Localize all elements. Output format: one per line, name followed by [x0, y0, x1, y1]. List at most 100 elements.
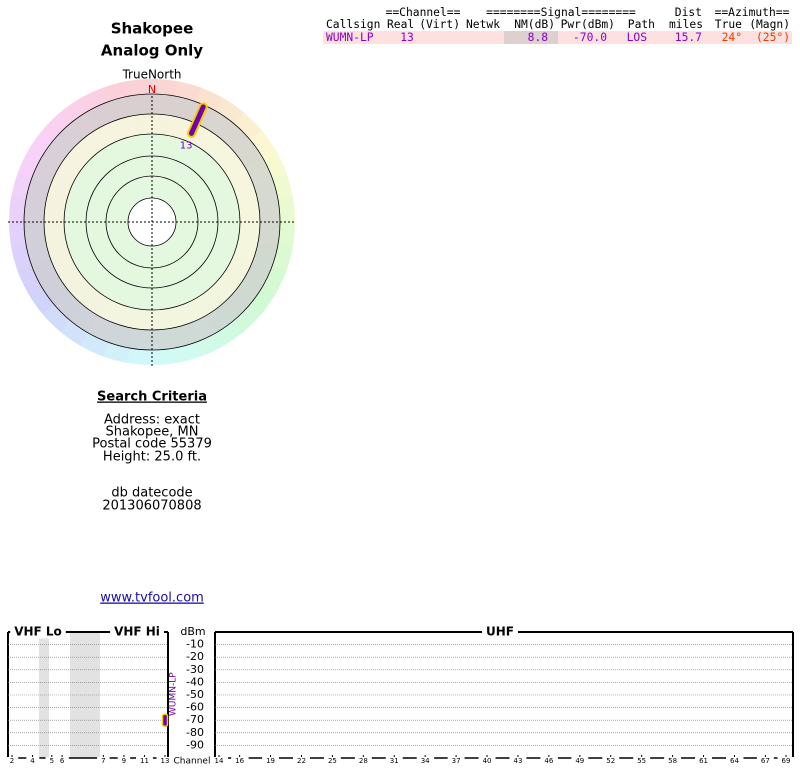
cell-channel: 13	[400, 31, 414, 44]
search-line: Height: 25.0 ft.	[103, 450, 201, 465]
x-tick-label: 61	[699, 757, 708, 765]
x-tick-label: 4	[30, 757, 35, 765]
column-header: Netwk	[466, 18, 500, 31]
x-tick-label: 16	[235, 757, 244, 765]
label-bg	[540, 757, 558, 765]
label-bg	[571, 757, 589, 765]
x-tick-label: 52	[606, 757, 615, 765]
label-bg	[45, 757, 59, 765]
datecode-label: db datecode	[111, 486, 192, 501]
label-bg	[725, 757, 744, 765]
cell-nm: 8.8	[528, 31, 549, 44]
label-bg	[323, 757, 341, 765]
label-bg	[97, 757, 110, 765]
column-header: (Magn)	[749, 18, 790, 31]
column-header: Path	[628, 18, 655, 31]
search-line: Postal code 55379	[92, 437, 212, 452]
search-title: Search Criteria	[97, 390, 207, 405]
x-tick-label: 58	[668, 757, 677, 765]
page-subtitle: Analog Only	[101, 42, 203, 60]
x-tick-label: 69	[782, 757, 791, 765]
x-tick-label: 49	[575, 757, 584, 765]
x-tick-label: 28	[359, 757, 368, 765]
y-tick-label: -60	[186, 701, 204, 714]
label-bg	[664, 757, 682, 765]
station-bar	[188, 104, 206, 136]
label-bg	[354, 757, 372, 765]
x-tick-label: 5	[50, 757, 54, 765]
column-header: miles	[669, 18, 703, 31]
x-tick-label: 55	[637, 757, 646, 765]
label-bg	[110, 624, 164, 639]
y-tick-label: -70	[186, 713, 204, 726]
y-tick-label: -90	[186, 738, 204, 751]
label-bg	[262, 757, 280, 765]
column-header: Pwr(dBm)	[561, 18, 615, 31]
label-bg	[26, 757, 40, 765]
column-header: True	[715, 18, 742, 31]
column-header: NM(dB)	[514, 18, 555, 31]
site-link[interactable]: www.tvfool.com	[100, 591, 204, 606]
cell-power: -70.0	[573, 31, 607, 44]
label-bg	[478, 757, 496, 765]
x-tick-label: 22	[297, 757, 306, 765]
label-bg	[135, 757, 153, 765]
polar-title: TrueNorth	[121, 68, 181, 82]
x-tick-label: 31	[390, 757, 399, 765]
label-bg	[695, 757, 712, 765]
group-header: ==Channel==	[386, 6, 461, 19]
label-bg	[117, 757, 131, 765]
group-header: ========Signal========	[486, 6, 636, 19]
cell-distance: 15.7	[675, 31, 702, 44]
search-line: Address: exact	[104, 413, 200, 428]
x-tick-label: 13	[161, 757, 170, 765]
label-bg	[293, 757, 310, 765]
x-tick-label: 9	[122, 757, 126, 765]
label-bg	[482, 624, 518, 639]
y-tick-label: -80	[186, 726, 204, 739]
y-tick-label: -40	[186, 675, 204, 688]
signal-bar	[161, 713, 169, 727]
label-bg	[10, 624, 66, 639]
x-tick-label: 7	[101, 757, 105, 765]
label-bg	[447, 757, 465, 765]
label-bg	[602, 757, 620, 765]
x-tick-label: 43	[514, 757, 523, 765]
label-bg	[5, 757, 19, 765]
x-tick-label: 64	[730, 757, 739, 765]
y-axis-label: dBm	[180, 625, 205, 638]
y-tick-label: -50	[186, 688, 204, 701]
x-tick-label: 19	[266, 757, 275, 765]
x-tick-label: 6	[60, 757, 65, 765]
x-tick-label: 25	[328, 757, 337, 765]
cell-magnetic-azimuth: (25°)	[756, 31, 790, 44]
label-bg	[777, 757, 795, 765]
y-tick-label: -30	[186, 663, 204, 676]
cell-true-azimuth: 24°	[722, 31, 742, 44]
search-line: Shakopee, MN	[106, 425, 199, 440]
y-tick-label: -10	[186, 638, 204, 651]
datecode: 201306070808	[102, 499, 201, 514]
x-tick-label: 46	[544, 757, 553, 765]
column-header: Callsign	[326, 18, 380, 31]
label-bg	[55, 757, 69, 765]
x-tick-label: 40	[483, 757, 492, 765]
x-tick-label: 14	[215, 757, 224, 765]
x-tick-label: 34	[421, 757, 430, 765]
label-bg	[416, 757, 435, 765]
y-tick-label: -20	[186, 650, 204, 663]
column-header: (Virt)	[419, 18, 460, 31]
x-axis-label: Channel	[174, 757, 211, 767]
page-title: Shakopee	[111, 20, 194, 38]
group-header: Dist	[675, 6, 702, 19]
label-bg	[509, 757, 527, 765]
cell-path: LOS	[627, 31, 648, 44]
section-label: VHF Hi	[114, 625, 160, 639]
x-tick-label: 2	[10, 757, 14, 765]
spectrum-chart: -10-20-30-40-50-60-70-80-90 dBm VHF Lo VHF …	[5, 624, 795, 767]
x-tick-label: 11	[140, 757, 149, 765]
nm-cell-bg	[504, 31, 558, 44]
section-label: VHF Lo	[14, 625, 62, 639]
